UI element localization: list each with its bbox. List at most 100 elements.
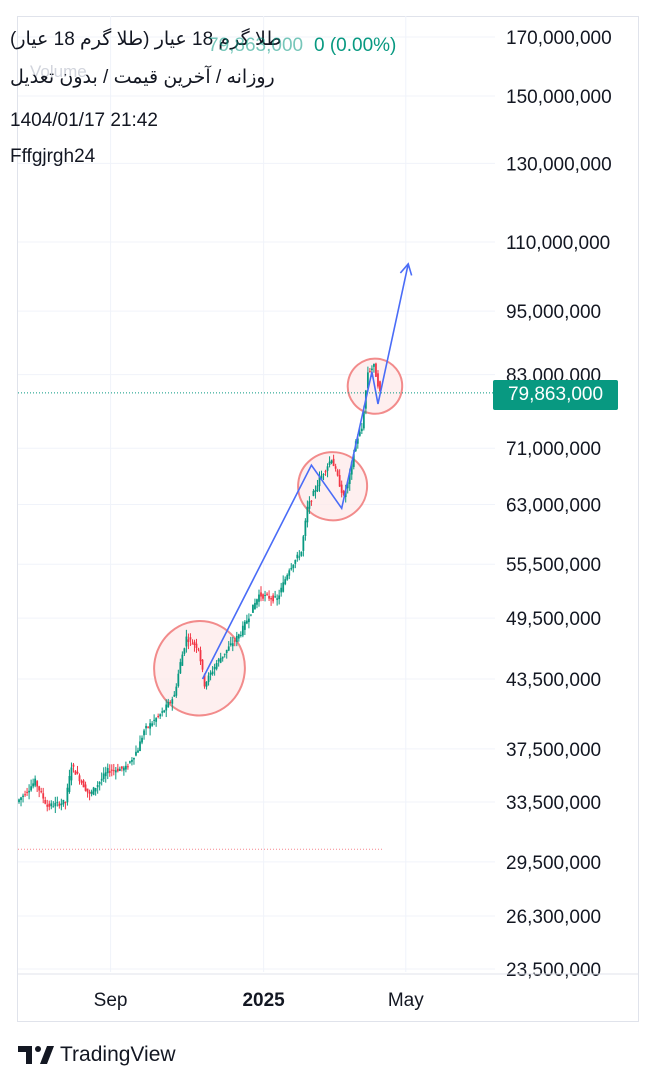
- candle-body: [133, 757, 135, 760]
- candle-body: [375, 363, 377, 377]
- candle-body: [141, 737, 143, 743]
- candle-body: [233, 640, 236, 642]
- candle-body: [171, 699, 174, 704]
- candle-body: [137, 750, 139, 753]
- y-tick-label: 26,300,000: [506, 907, 601, 928]
- candle-body: [94, 788, 97, 792]
- candle-body: [191, 643, 194, 645]
- candle-body: [189, 637, 192, 640]
- candle-body: [24, 794, 26, 796]
- candle-body: [262, 594, 264, 599]
- candle-body: [274, 596, 277, 598]
- candle-body: [52, 806, 55, 808]
- candle-body: [213, 666, 216, 670]
- candle-body: [286, 575, 289, 580]
- candle-body: [217, 659, 220, 662]
- candle-body: [322, 474, 325, 476]
- candle-body: [127, 766, 129, 768]
- candle-body: [225, 649, 228, 654]
- candle-body: [308, 501, 311, 509]
- candle-body: [74, 770, 77, 775]
- x-tick-label: Sep: [94, 990, 128, 1011]
- candle-body: [88, 792, 91, 794]
- candle-body: [278, 595, 281, 600]
- candle-body: [340, 484, 343, 493]
- candle-body: [369, 371, 371, 373]
- candle-body: [199, 650, 202, 662]
- candle-body: [116, 768, 119, 772]
- candle-body: [40, 791, 43, 793]
- highlight-ellipse: [297, 451, 369, 522]
- candle-body: [143, 730, 145, 736]
- candle-body: [112, 770, 115, 772]
- candle-body: [179, 662, 182, 674]
- y-tick-label: 170,000,000: [506, 28, 612, 49]
- candle-body: [30, 786, 33, 791]
- candle-body: [60, 803, 63, 806]
- y-tick-label: 63,000,000: [506, 496, 601, 517]
- candle-body: [181, 654, 184, 666]
- candle-body: [58, 803, 61, 807]
- candle-body: [56, 801, 59, 803]
- candle-body: [163, 710, 166, 713]
- candle-body: [239, 634, 242, 636]
- candle-body: [66, 787, 69, 803]
- candle-body: [348, 473, 351, 485]
- candle-body: [193, 641, 196, 645]
- candle-body: [332, 458, 335, 467]
- candle-body: [151, 723, 154, 726]
- candle-body: [167, 702, 170, 708]
- candle-body: [373, 363, 375, 367]
- candle-body: [294, 560, 297, 564]
- candle-body: [371, 368, 373, 371]
- candle-body: [26, 791, 28, 793]
- candle-body: [377, 373, 379, 387]
- candle-body: [90, 791, 93, 794]
- candle-body: [169, 701, 172, 703]
- candle-body: [147, 726, 149, 728]
- candle-body: [161, 711, 164, 713]
- candle-body: [280, 587, 283, 593]
- x-tick-label: May: [388, 990, 424, 1011]
- candle-body: [312, 490, 315, 496]
- candle-body: [20, 797, 22, 801]
- candle-body: [227, 646, 230, 651]
- candle-body: [173, 694, 176, 697]
- candle-body: [122, 767, 125, 771]
- candle-body: [235, 635, 238, 642]
- candle-body: [300, 551, 303, 556]
- chart-frame[interactable]: [17, 16, 639, 1022]
- candle-body: [250, 614, 252, 616]
- candle-body: [197, 648, 200, 650]
- candle-body: [330, 460, 333, 463]
- candle-body: [139, 741, 141, 751]
- candle-body: [328, 461, 331, 465]
- y-tick-label: 37,500,000: [506, 740, 601, 761]
- tradingview-brand[interactable]: TradingView: [18, 1040, 176, 1070]
- candle-body: [237, 634, 240, 639]
- candle-body: [100, 778, 103, 781]
- candle-body: [183, 648, 186, 654]
- price-change: 0 (0.00%): [314, 35, 397, 56]
- symbol-title: طلا گرم 18 عیار (طلا گرم 18 عیار): [10, 29, 282, 50]
- candle-body: [292, 564, 295, 569]
- chart-author: Fffgjrgh24: [10, 146, 96, 167]
- candle-body: [42, 793, 45, 799]
- candle-body: [358, 431, 361, 436]
- candle-body: [318, 477, 321, 487]
- candle-body: [38, 786, 41, 791]
- candle-body: [62, 799, 65, 805]
- candle-body: [34, 778, 37, 786]
- candle-body: [44, 800, 47, 804]
- candle-body: [310, 500, 313, 502]
- candle-body: [229, 643, 232, 645]
- candle-body: [145, 725, 147, 729]
- candle-body: [215, 663, 218, 669]
- candle-body: [366, 372, 369, 389]
- candle-body: [72, 764, 75, 767]
- candle-body: [165, 704, 168, 711]
- candle-body: [270, 598, 272, 600]
- candle-body: [314, 490, 317, 493]
- candle-body: [334, 466, 337, 469]
